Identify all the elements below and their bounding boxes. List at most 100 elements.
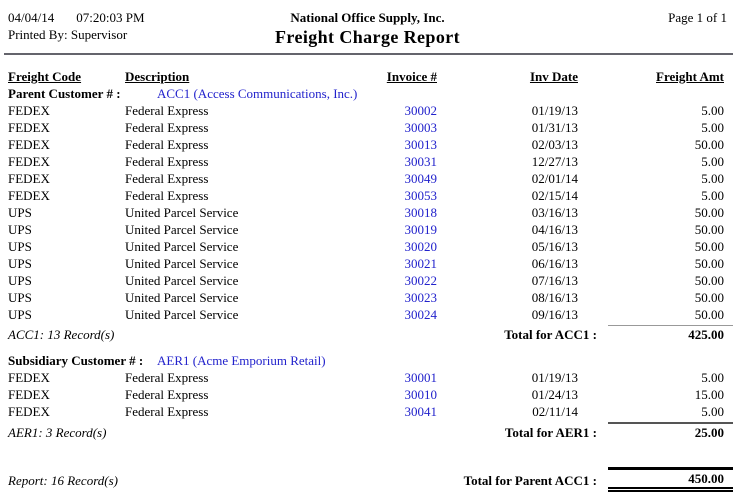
table-row: FEDEX Federal Express 30002 01/19/13 5.0…	[8, 102, 733, 119]
invoice-link[interactable]: 30024	[404, 307, 438, 322]
description-cell: Federal Express	[125, 171, 209, 186]
invoice-cell: 30002	[310, 102, 438, 119]
freight-amt-cell: 50.00	[694, 256, 724, 271]
invoice-cell: 30001	[310, 369, 438, 386]
freight-code-cell: UPS	[8, 256, 32, 271]
invoice-link[interactable]: 30002	[404, 103, 438, 118]
group-total-amount: 425.00	[608, 325, 733, 343]
inv-date-cell: 01/19/13	[531, 103, 578, 118]
freight-amt-cell: 5.00	[701, 188, 724, 203]
report-header: 04/04/14 07:20:03 PM Printed By: Supervis…	[0, 9, 737, 48]
invoice-link[interactable]: 30021	[404, 256, 438, 271]
table-row: FEDEX Federal Express 30053 02/15/14 5.0…	[8, 187, 733, 204]
freight-amt-cell: 50.00	[694, 273, 724, 288]
freight-amt-cell: 15.00	[694, 387, 724, 402]
customer-link[interactable]: AER1 (Acme Emporium Retail)	[157, 353, 326, 368]
invoice-link[interactable]: 30013	[404, 137, 438, 152]
inv-date-cell: 04/16/13	[531, 222, 578, 237]
invoice-cell: 30041	[310, 403, 438, 420]
table-row: FEDEX Federal Express 30049 02/01/14 5.0…	[8, 170, 733, 187]
inv-date-cell: 09/16/13	[531, 307, 578, 322]
freight-amt-cell: 50.00	[694, 307, 724, 322]
invoice-link[interactable]: 30019	[404, 222, 438, 237]
customer-link[interactable]: ACC1 (Access Communications, Inc.)	[157, 86, 358, 101]
inv-date-cell: 02/11/14	[532, 404, 578, 419]
table-row: UPS United Parcel Service 30019 04/16/13…	[8, 221, 733, 238]
column-header-freight-code: Freight Code	[8, 69, 82, 84]
invoice-link[interactable]: 30053	[404, 188, 438, 203]
group-total-amount: 25.00	[608, 422, 733, 441]
invoice-link[interactable]: 30020	[404, 239, 438, 254]
invoice-link[interactable]: 30010	[404, 387, 438, 402]
inv-date-cell: 01/24/13	[531, 387, 578, 402]
freight-code-cell: UPS	[8, 307, 32, 322]
invoice-link[interactable]: 30001	[404, 370, 438, 385]
invoice-link[interactable]: 30023	[404, 290, 438, 305]
freight-code-cell: FEDEX	[8, 404, 50, 419]
freight-amt-cell: 50.00	[694, 137, 724, 152]
invoice-cell: 30024	[310, 306, 438, 323]
column-header-inv-date: Inv Date	[529, 69, 578, 84]
freight-code-cell: FEDEX	[8, 171, 50, 186]
table-row: UPS United Parcel Service 30024 09/16/13…	[8, 306, 733, 323]
freight-amt-cell: 5.00	[701, 103, 724, 118]
group-record-count: ACC1: 13 Record(s)	[8, 327, 115, 342]
invoice-link[interactable]: 30003	[404, 120, 438, 135]
printed-by-value: Supervisor	[70, 27, 128, 42]
invoice-link[interactable]: 30018	[404, 205, 438, 220]
freight-amt-cell: 5.00	[701, 370, 724, 385]
inv-date-cell: 02/15/14	[531, 188, 578, 203]
invoice-link[interactable]: 30031	[404, 154, 438, 169]
table-row: FEDEX Federal Express 30001 01/19/13 5.0…	[8, 369, 733, 386]
invoice-cell: 30003	[310, 119, 438, 136]
freight-code-cell: UPS	[8, 290, 32, 305]
report-summary-row: Report: 16 Record(s) Total for Parent AC…	[8, 467, 733, 492]
description-cell: Federal Express	[125, 120, 209, 135]
description-cell: United Parcel Service	[125, 290, 239, 305]
freight-code-cell: FEDEX	[8, 137, 50, 152]
freight-code-cell: FEDEX	[8, 188, 50, 203]
customer-header-row: Parent Customer # : ACC1 (Access Communic…	[8, 85, 737, 102]
report-total-amount: 450.00	[608, 467, 733, 492]
table-row: FEDEX Federal Express 30041 02/11/14 5.0…	[8, 403, 733, 420]
group-summary-row: ACC1: 13 Record(s) Total for ACC1 : 425.…	[8, 325, 733, 343]
column-headers-row: Freight Code Description Invoice # Inv D…	[8, 68, 733, 85]
report-header-center: National Office Supply, Inc. Freight Cha…	[178, 9, 557, 48]
report-date: 04/04/14	[8, 10, 55, 25]
invoice-link[interactable]: 30049	[404, 171, 438, 186]
description-cell: Federal Express	[125, 154, 209, 169]
inv-date-cell: 08/16/13	[531, 290, 578, 305]
description-cell: United Parcel Service	[125, 307, 239, 322]
invoice-cell: 30020	[310, 238, 438, 255]
invoice-link[interactable]: 30022	[404, 273, 438, 288]
description-cell: United Parcel Service	[125, 222, 239, 237]
invoice-cell: 30018	[310, 204, 438, 221]
table-row: UPS United Parcel Service 30023 08/16/13…	[8, 289, 733, 306]
customer-type-label: Parent Customer # :	[8, 86, 121, 101]
inv-date-cell: 02/03/13	[531, 137, 578, 152]
inv-date-cell: 03/16/13	[531, 205, 578, 220]
freight-code-cell: FEDEX	[8, 370, 50, 385]
invoice-cell: 30053	[310, 187, 438, 204]
invoice-link[interactable]: 30041	[404, 404, 438, 419]
freight-amt-cell: 5.00	[701, 404, 724, 419]
freight-amt-cell: 5.00	[701, 171, 724, 186]
invoice-cell: 30021	[310, 255, 438, 272]
freight-amt-cell: 5.00	[701, 120, 724, 135]
freight-code-cell: UPS	[8, 205, 32, 220]
freight-code-cell: FEDEX	[8, 120, 50, 135]
description-cell: Federal Express	[125, 137, 209, 152]
description-cell: United Parcel Service	[125, 239, 239, 254]
page-indicator: Page 1 of 1	[668, 10, 727, 25]
group-record-count: AER1: 3 Record(s)	[8, 425, 107, 440]
group-section: Parent Customer # : ACC1 (Access Communic…	[0, 85, 737, 343]
group-rows: FEDEX Federal Express 30001 01/19/13 5.0…	[0, 369, 737, 420]
report-datetime: 04/04/14 07:20:03 PM	[8, 9, 178, 26]
printed-by-line: Printed By: Supervisor	[8, 26, 178, 43]
table-row: UPS United Parcel Service 30021 06/16/13…	[8, 255, 733, 272]
freight-code-cell: UPS	[8, 273, 32, 288]
table-row: FEDEX Federal Express 30003 01/31/13 5.0…	[8, 119, 733, 136]
groups: Parent Customer # : ACC1 (Access Communic…	[0, 85, 737, 441]
freight-charge-report-page: 04/04/14 07:20:03 PM Printed By: Supervis…	[0, 9, 737, 492]
inv-date-cell: 07/16/13	[531, 273, 578, 288]
